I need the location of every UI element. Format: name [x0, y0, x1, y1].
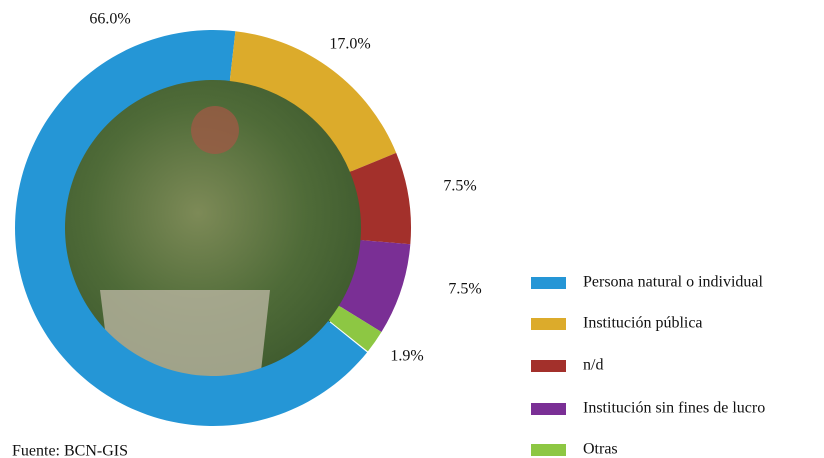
legend-swatch [531, 403, 566, 415]
slice-label: 7.5% [448, 281, 481, 298]
legend-label: n/d [583, 357, 603, 374]
legend-label: Otras [583, 441, 618, 458]
legend-swatch [531, 318, 566, 330]
legend-swatch [531, 444, 566, 456]
slice-label: 7.5% [443, 178, 476, 195]
slice-label: 1.9% [390, 348, 423, 365]
source-note: Fuente: BCN-GIS [12, 443, 128, 458]
legend-label: Institución pública [583, 315, 703, 332]
legend-label: Persona natural o individual [583, 274, 764, 291]
chart: Fuente: BCN-GIS 66.0% 17.0% 7.5% 7.5% 1.9% Pe… [0, 0, 824, 458]
legend-swatch [531, 277, 566, 289]
slice-label: 66.0% [89, 11, 130, 28]
legend-label: Institución sin fines de lucro [583, 400, 765, 417]
slice-label: 17.0% [329, 36, 370, 53]
legend-swatch [531, 360, 566, 372]
